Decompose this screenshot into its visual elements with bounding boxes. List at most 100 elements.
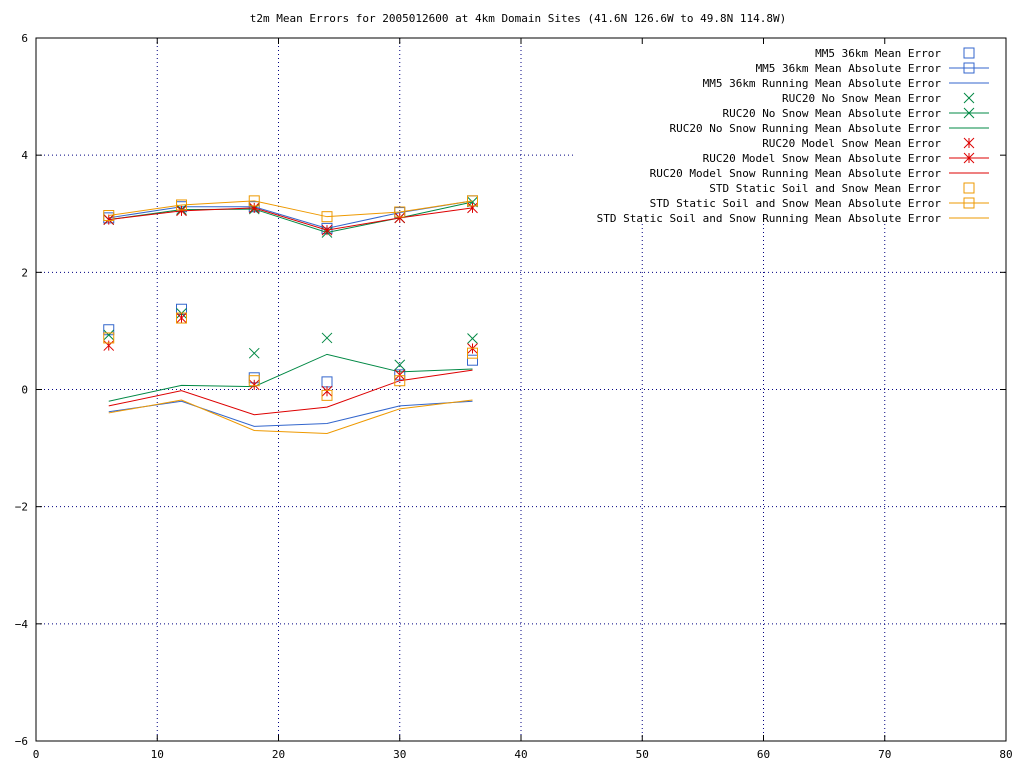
data-point: [394, 206, 406, 218]
legend-label: MM5 36km Mean Error: [815, 47, 941, 60]
y-tick-label: 0: [21, 384, 28, 397]
series-line: [108, 200, 473, 229]
x-tick-label: 60: [757, 748, 770, 761]
data-point: [103, 214, 115, 225]
series-8: [103, 202, 478, 236]
legend-marker: [963, 182, 975, 194]
x-tick-label: 0: [33, 748, 40, 761]
legend-label: STD Static Soil and Snow Mean Absolute E…: [650, 197, 942, 210]
series-line: [108, 207, 473, 231]
legend-marker: [963, 62, 975, 74]
legend-entry: MM5 36km Running Mean Absolute Error: [703, 77, 989, 90]
legend-label: STD Static Soil and Snow Mean Error: [709, 182, 941, 195]
x-tick-label: 40: [514, 748, 527, 761]
legend-entry: STD Static Soil and Snow Mean Error: [709, 182, 975, 195]
data-point: [467, 202, 478, 214]
data-point: [103, 329, 115, 341]
data-point: [321, 211, 333, 223]
legend-label: RUC20 Model Snow Mean Absolute Error: [703, 152, 942, 165]
data-point: [321, 376, 333, 388]
legend-label: MM5 36km Running Mean Absolute Error: [703, 77, 942, 90]
data-point: [321, 385, 333, 397]
legend-label: RUC20 Model Snow Mean Error: [762, 137, 941, 150]
legend-entry: RUC20 Model Snow Mean Absolute Error: [703, 152, 989, 165]
data-point-stroke: [248, 347, 260, 359]
y-tick-label: −4: [15, 618, 29, 631]
data-point-stroke: [103, 329, 115, 341]
chart-title: t2m Mean Errors for 2005012600 at 4km Do…: [250, 12, 786, 25]
data-point: [467, 333, 478, 344]
legend-marker-stroke: [963, 107, 975, 119]
series-9: [108, 369, 473, 416]
y-tick-label: 6: [21, 32, 28, 45]
legend-label: RUC20 No Snow Running Mean Absolute Erro…: [669, 122, 941, 135]
series-4: [103, 307, 478, 371]
data-point-stroke: [394, 359, 406, 371]
series-line: [108, 399, 473, 434]
legend-marker: [963, 197, 975, 209]
y-tick-label: −2: [15, 501, 28, 514]
data-point: [248, 202, 260, 214]
series-6: [108, 353, 473, 402]
axis-layer: 0 10 20 30 40 50 60 70 80 −6 −4 −2 0 2 4 6: [15, 32, 1013, 761]
legend-entry: RUC20 No Snow Running Mean Absolute Erro…: [669, 122, 989, 135]
legend-marker: [963, 152, 975, 164]
legend-entry: RUC20 No Snow Mean Error: [782, 92, 975, 105]
data-point: [321, 224, 333, 236]
data-point: [394, 369, 406, 381]
data-point-stroke: [467, 333, 478, 344]
series-line: [108, 353, 473, 402]
series-line: [108, 369, 473, 416]
legend-entry: STD Static Soil and Snow Mean Absolute E…: [650, 197, 989, 210]
series-10: [103, 312, 478, 401]
series-12: [108, 399, 473, 434]
y-tick-label: 4: [21, 149, 28, 162]
data-point: [176, 312, 187, 324]
legend-entry: STD Static Soil and Snow Running Mean Ab…: [597, 212, 989, 225]
legend-label: STD Static Soil and Snow Running Mean Ab…: [597, 212, 942, 225]
x-tick-label: 70: [878, 748, 891, 761]
y-tick-label: −6: [15, 735, 28, 748]
legend-label: RUC20 No Snow Mean Absolute Error: [722, 107, 941, 120]
x-tick-label: 20: [272, 748, 285, 761]
legend-entry: RUC20 Model Snow Running Mean Absolute E…: [650, 167, 989, 180]
data-point: [248, 375, 260, 387]
data-point: [467, 195, 478, 207]
data-point: [467, 347, 478, 359]
series-line: [108, 400, 473, 427]
legend-marker: [963, 137, 975, 149]
data-point: [248, 195, 260, 207]
data-point: [394, 359, 406, 371]
x-tick-label: 80: [999, 748, 1012, 761]
legend-marker: [963, 47, 975, 59]
legend: MM5 36km Mean Error MM5 36km Mean Absolut…: [597, 47, 989, 225]
data-point: [176, 312, 187, 324]
grid-layer: [36, 38, 1006, 741]
data-point: [176, 205, 187, 217]
data-point: [176, 199, 187, 211]
x-tick-label: 50: [636, 748, 649, 761]
legend-entry: RUC20 Model Snow Mean Error: [762, 137, 975, 150]
data-point: [321, 332, 333, 344]
legend-marker: [963, 107, 975, 119]
legend-marker: [963, 92, 975, 104]
legend-label: RUC20 Model Snow Running Mean Absolute E…: [650, 167, 942, 180]
y-tick-label: 2: [21, 266, 28, 279]
series-line: [108, 200, 473, 218]
data-point: [394, 375, 406, 387]
legend-label: MM5 36km Mean Absolute Error: [756, 62, 942, 75]
data-point: [467, 354, 478, 366]
data-point: [103, 340, 115, 351]
series-7: [103, 312, 478, 397]
legend-entry: MM5 36km Mean Error: [815, 47, 975, 60]
series-layer: [103, 195, 478, 434]
x-tick-label: 10: [151, 748, 164, 761]
x-tick-label: 30: [393, 748, 406, 761]
legend-label: RUC20 No Snow Mean Error: [782, 92, 941, 105]
data-point: [103, 332, 115, 344]
data-point: [248, 347, 260, 359]
series-line: [108, 201, 473, 234]
series-3: [108, 400, 473, 427]
data-point-stroke: [321, 332, 333, 344]
